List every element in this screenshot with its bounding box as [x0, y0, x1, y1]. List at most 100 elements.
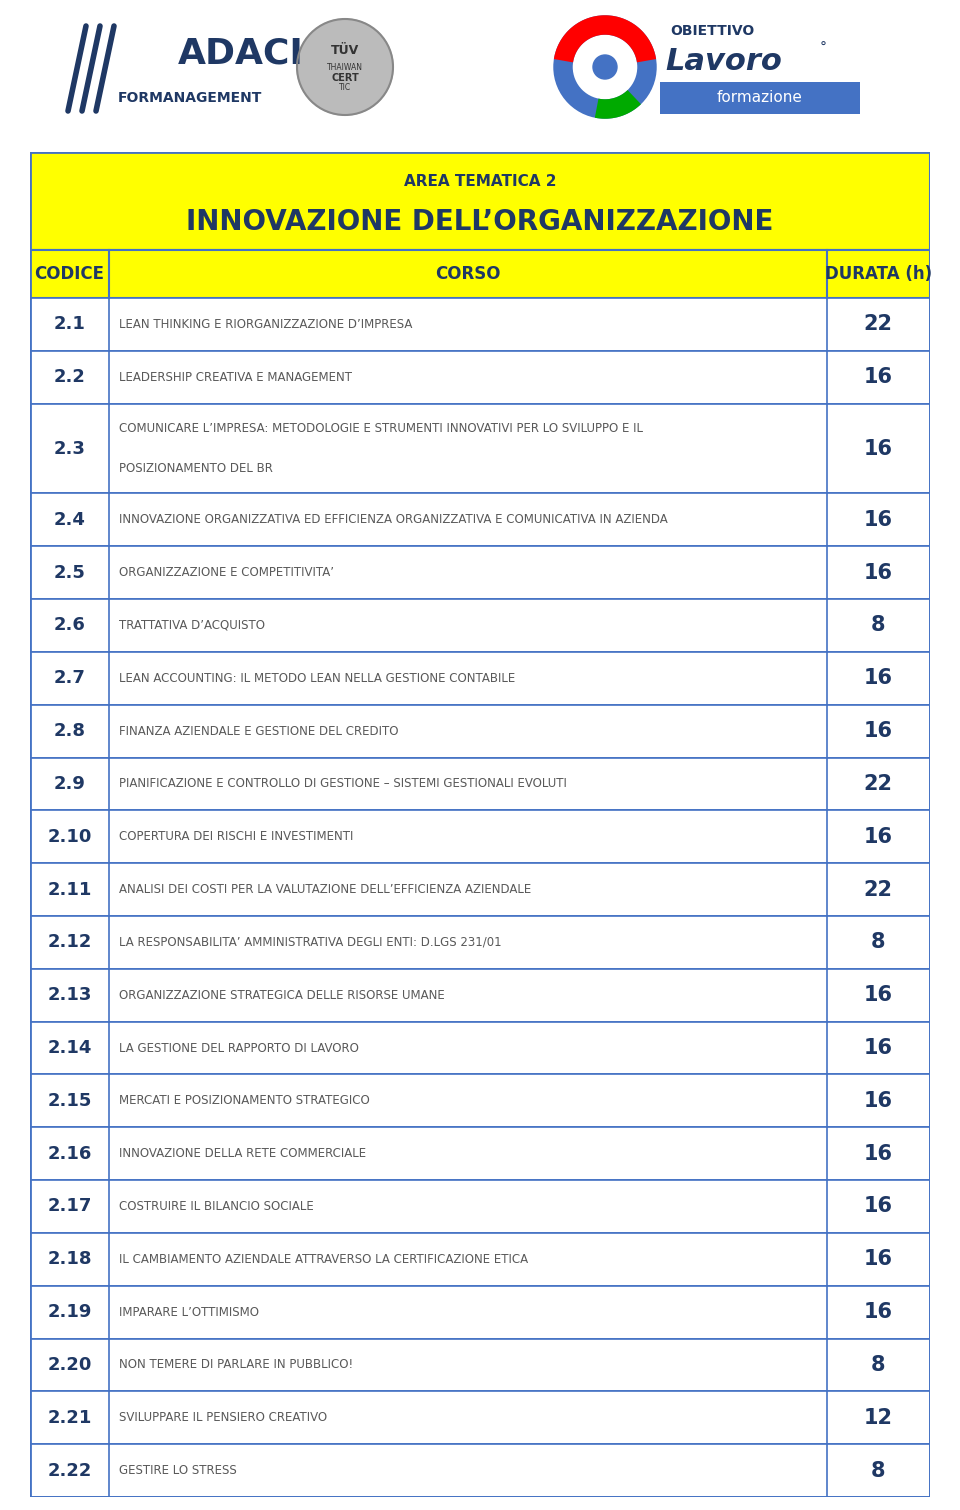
Bar [30, 969, 930, 1022]
Text: 2.12: 2.12 [47, 933, 92, 951]
Bar [30, 599, 930, 652]
Text: 2.7: 2.7 [54, 669, 85, 687]
Text: INNOVAZIONE DELL’ORGANIZZAZIONE: INNOVAZIONE DELL’ORGANIZZAZIONE [186, 208, 774, 236]
Text: °: ° [820, 41, 827, 54]
Text: 16: 16 [864, 1196, 893, 1217]
Bar [30, 758, 930, 811]
Bar [30, 1391, 930, 1444]
Text: CORSO: CORSO [435, 264, 500, 282]
Text: 2.3: 2.3 [54, 439, 85, 458]
Bar [30, 1444, 930, 1496]
Text: 2.6: 2.6 [54, 616, 85, 634]
Text: 2.17: 2.17 [47, 1197, 92, 1216]
Bar [30, 251, 930, 297]
Bar [30, 494, 930, 547]
Bar [30, 547, 930, 599]
Text: LA RESPONSABILITA’ AMMINISTRATIVA DEGLI ENTI: D.LGS 231/01: LA RESPONSABILITA’ AMMINISTRATIVA DEGLI … [119, 936, 502, 948]
Text: INNOVAZIONE ORGANIZZATIVA ED EFFICIENZA ORGANIZZATIVA E COMUNICATIVA IN AZIENDA: INNOVAZIONE ORGANIZZATIVA ED EFFICIENZA … [119, 513, 668, 527]
Bar [30, 917, 930, 969]
Text: 2.20: 2.20 [47, 1356, 92, 1374]
Text: TRATTATIVA D’ACQUISTO: TRATTATIVA D’ACQUISTO [119, 619, 265, 633]
Text: 16: 16 [864, 1249, 893, 1270]
Bar [30, 1232, 930, 1285]
Bar [660, 82, 860, 113]
Text: TIC: TIC [339, 83, 351, 92]
Text: 8: 8 [871, 1460, 885, 1481]
Bar [30, 1338, 930, 1391]
Text: 2.10: 2.10 [47, 827, 92, 846]
Text: FORMANAGEMENT: FORMANAGEMENT [118, 91, 262, 106]
Text: THAIWAN: THAIWAN [327, 63, 363, 72]
Text: 2.15: 2.15 [47, 1092, 92, 1110]
Bar [30, 864, 930, 917]
Text: 16: 16 [864, 438, 893, 459]
Text: FINANZA AZIENDALE E GESTIONE DEL CREDITO: FINANZA AZIENDALE E GESTIONE DEL CREDITO [119, 725, 398, 737]
Text: NON TEMERE DI PARLARE IN PUBBLICO!: NON TEMERE DI PARLARE IN PUBBLICO! [119, 1359, 353, 1371]
Text: LA GESTIONE DEL RAPPORTO DI LAVORO: LA GESTIONE DEL RAPPORTO DI LAVORO [119, 1042, 359, 1054]
Text: MERCATI E POSIZIONAMENTO STRATEGICO: MERCATI E POSIZIONAMENTO STRATEGICO [119, 1095, 370, 1107]
Text: SVILUPPARE IL PENSIERO CREATIVO: SVILUPPARE IL PENSIERO CREATIVO [119, 1412, 327, 1424]
Text: 22: 22 [864, 880, 893, 900]
Circle shape [297, 20, 393, 115]
Text: COPERTURA DEI RISCHI E INVESTIMENTI: COPERTURA DEI RISCHI E INVESTIMENTI [119, 831, 353, 843]
Bar [30, 1022, 930, 1075]
Bar [30, 1075, 930, 1128]
Text: 16: 16 [864, 985, 893, 1006]
Text: 2.5: 2.5 [54, 563, 85, 581]
Bar [30, 153, 930, 251]
Text: DURATA (h): DURATA (h) [825, 264, 932, 282]
Bar [30, 297, 930, 350]
Text: PIANIFICAZIONE E CONTROLLO DI GESTIONE – SISTEMI GESTIONALI EVOLUTI: PIANIFICAZIONE E CONTROLLO DI GESTIONE –… [119, 778, 567, 790]
Text: 16: 16 [864, 510, 893, 530]
Text: IMPARARE L’OTTIMISMO: IMPARARE L’OTTIMISMO [119, 1306, 259, 1318]
Bar [30, 1285, 930, 1338]
Text: ORGANIZZAZIONE E COMPETITIVITA’: ORGANIZZAZIONE E COMPETITIVITA’ [119, 566, 334, 580]
Text: 22: 22 [864, 314, 893, 334]
Text: 16: 16 [864, 563, 893, 583]
Text: INNOVAZIONE DELLA RETE COMMERCIALE: INNOVAZIONE DELLA RETE COMMERCIALE [119, 1148, 367, 1160]
Text: CERT: CERT [331, 72, 359, 83]
Text: 2.13: 2.13 [47, 986, 92, 1004]
Text: 16: 16 [864, 669, 893, 689]
Text: ANALISI DEI COSTI PER LA VALUTAZIONE DELL’EFFICIENZA AZIENDALE: ANALISI DEI COSTI PER LA VALUTAZIONE DEL… [119, 883, 532, 895]
Text: 2.11: 2.11 [47, 880, 92, 898]
Text: 2.9: 2.9 [54, 775, 85, 793]
Text: CODICE: CODICE [35, 264, 105, 282]
Text: AREA TEMATICA 2: AREA TEMATICA 2 [404, 175, 556, 189]
Text: 8: 8 [871, 1354, 885, 1376]
Text: 22: 22 [864, 775, 893, 794]
Circle shape [593, 54, 617, 79]
Text: LEAN THINKING E RIORGANIZZAZIONE D’IMPRESA: LEAN THINKING E RIORGANIZZAZIONE D’IMPRE… [119, 319, 413, 331]
Text: 16: 16 [864, 827, 893, 847]
Text: COSTRUIRE IL BILANCIO SOCIALE: COSTRUIRE IL BILANCIO SOCIALE [119, 1200, 314, 1213]
Text: LEADERSHIP CREATIVA E MANAGEMENT: LEADERSHIP CREATIVA E MANAGEMENT [119, 371, 352, 384]
Text: ORGANIZZAZIONE STRATEGICA DELLE RISORSE UMANE: ORGANIZZAZIONE STRATEGICA DELLE RISORSE … [119, 989, 444, 1001]
Text: IL CAMBIAMENTO AZIENDALE ATTRAVERSO LA CERTIFICAZIONE ETICA: IL CAMBIAMENTO AZIENDALE ATTRAVERSO LA C… [119, 1253, 528, 1265]
Text: Lavoro: Lavoro [665, 47, 781, 76]
Text: 16: 16 [864, 1143, 893, 1164]
Bar [30, 652, 930, 705]
Text: 16: 16 [864, 1037, 893, 1059]
Text: 2.8: 2.8 [54, 722, 85, 740]
Text: 2.1: 2.1 [54, 316, 85, 334]
Text: OBIETTIVO: OBIETTIVO [670, 24, 755, 38]
Text: 12: 12 [864, 1407, 893, 1428]
Bar [30, 705, 930, 758]
Text: LEAN ACCOUNTING: IL METODO LEAN NELLA GESTIONE CONTABILE: LEAN ACCOUNTING: IL METODO LEAN NELLA GE… [119, 672, 516, 686]
Text: 2.18: 2.18 [47, 1250, 92, 1268]
Text: 2.4: 2.4 [54, 510, 85, 528]
Text: 16: 16 [864, 367, 893, 387]
Text: 8: 8 [871, 932, 885, 953]
Bar [30, 811, 930, 864]
Text: TÜV: TÜV [331, 44, 359, 57]
Text: 16: 16 [864, 1090, 893, 1111]
Text: 2.21: 2.21 [47, 1409, 92, 1427]
Text: 2.22: 2.22 [47, 1462, 92, 1480]
Text: 2.14: 2.14 [47, 1039, 92, 1057]
Bar [30, 403, 930, 494]
Text: POSIZIONAMENTO DEL BR: POSIZIONAMENTO DEL BR [119, 462, 273, 474]
Text: 16: 16 [864, 722, 893, 741]
Text: 2.2: 2.2 [54, 368, 85, 387]
Text: 16: 16 [864, 1302, 893, 1323]
Text: formazione: formazione [717, 91, 803, 106]
